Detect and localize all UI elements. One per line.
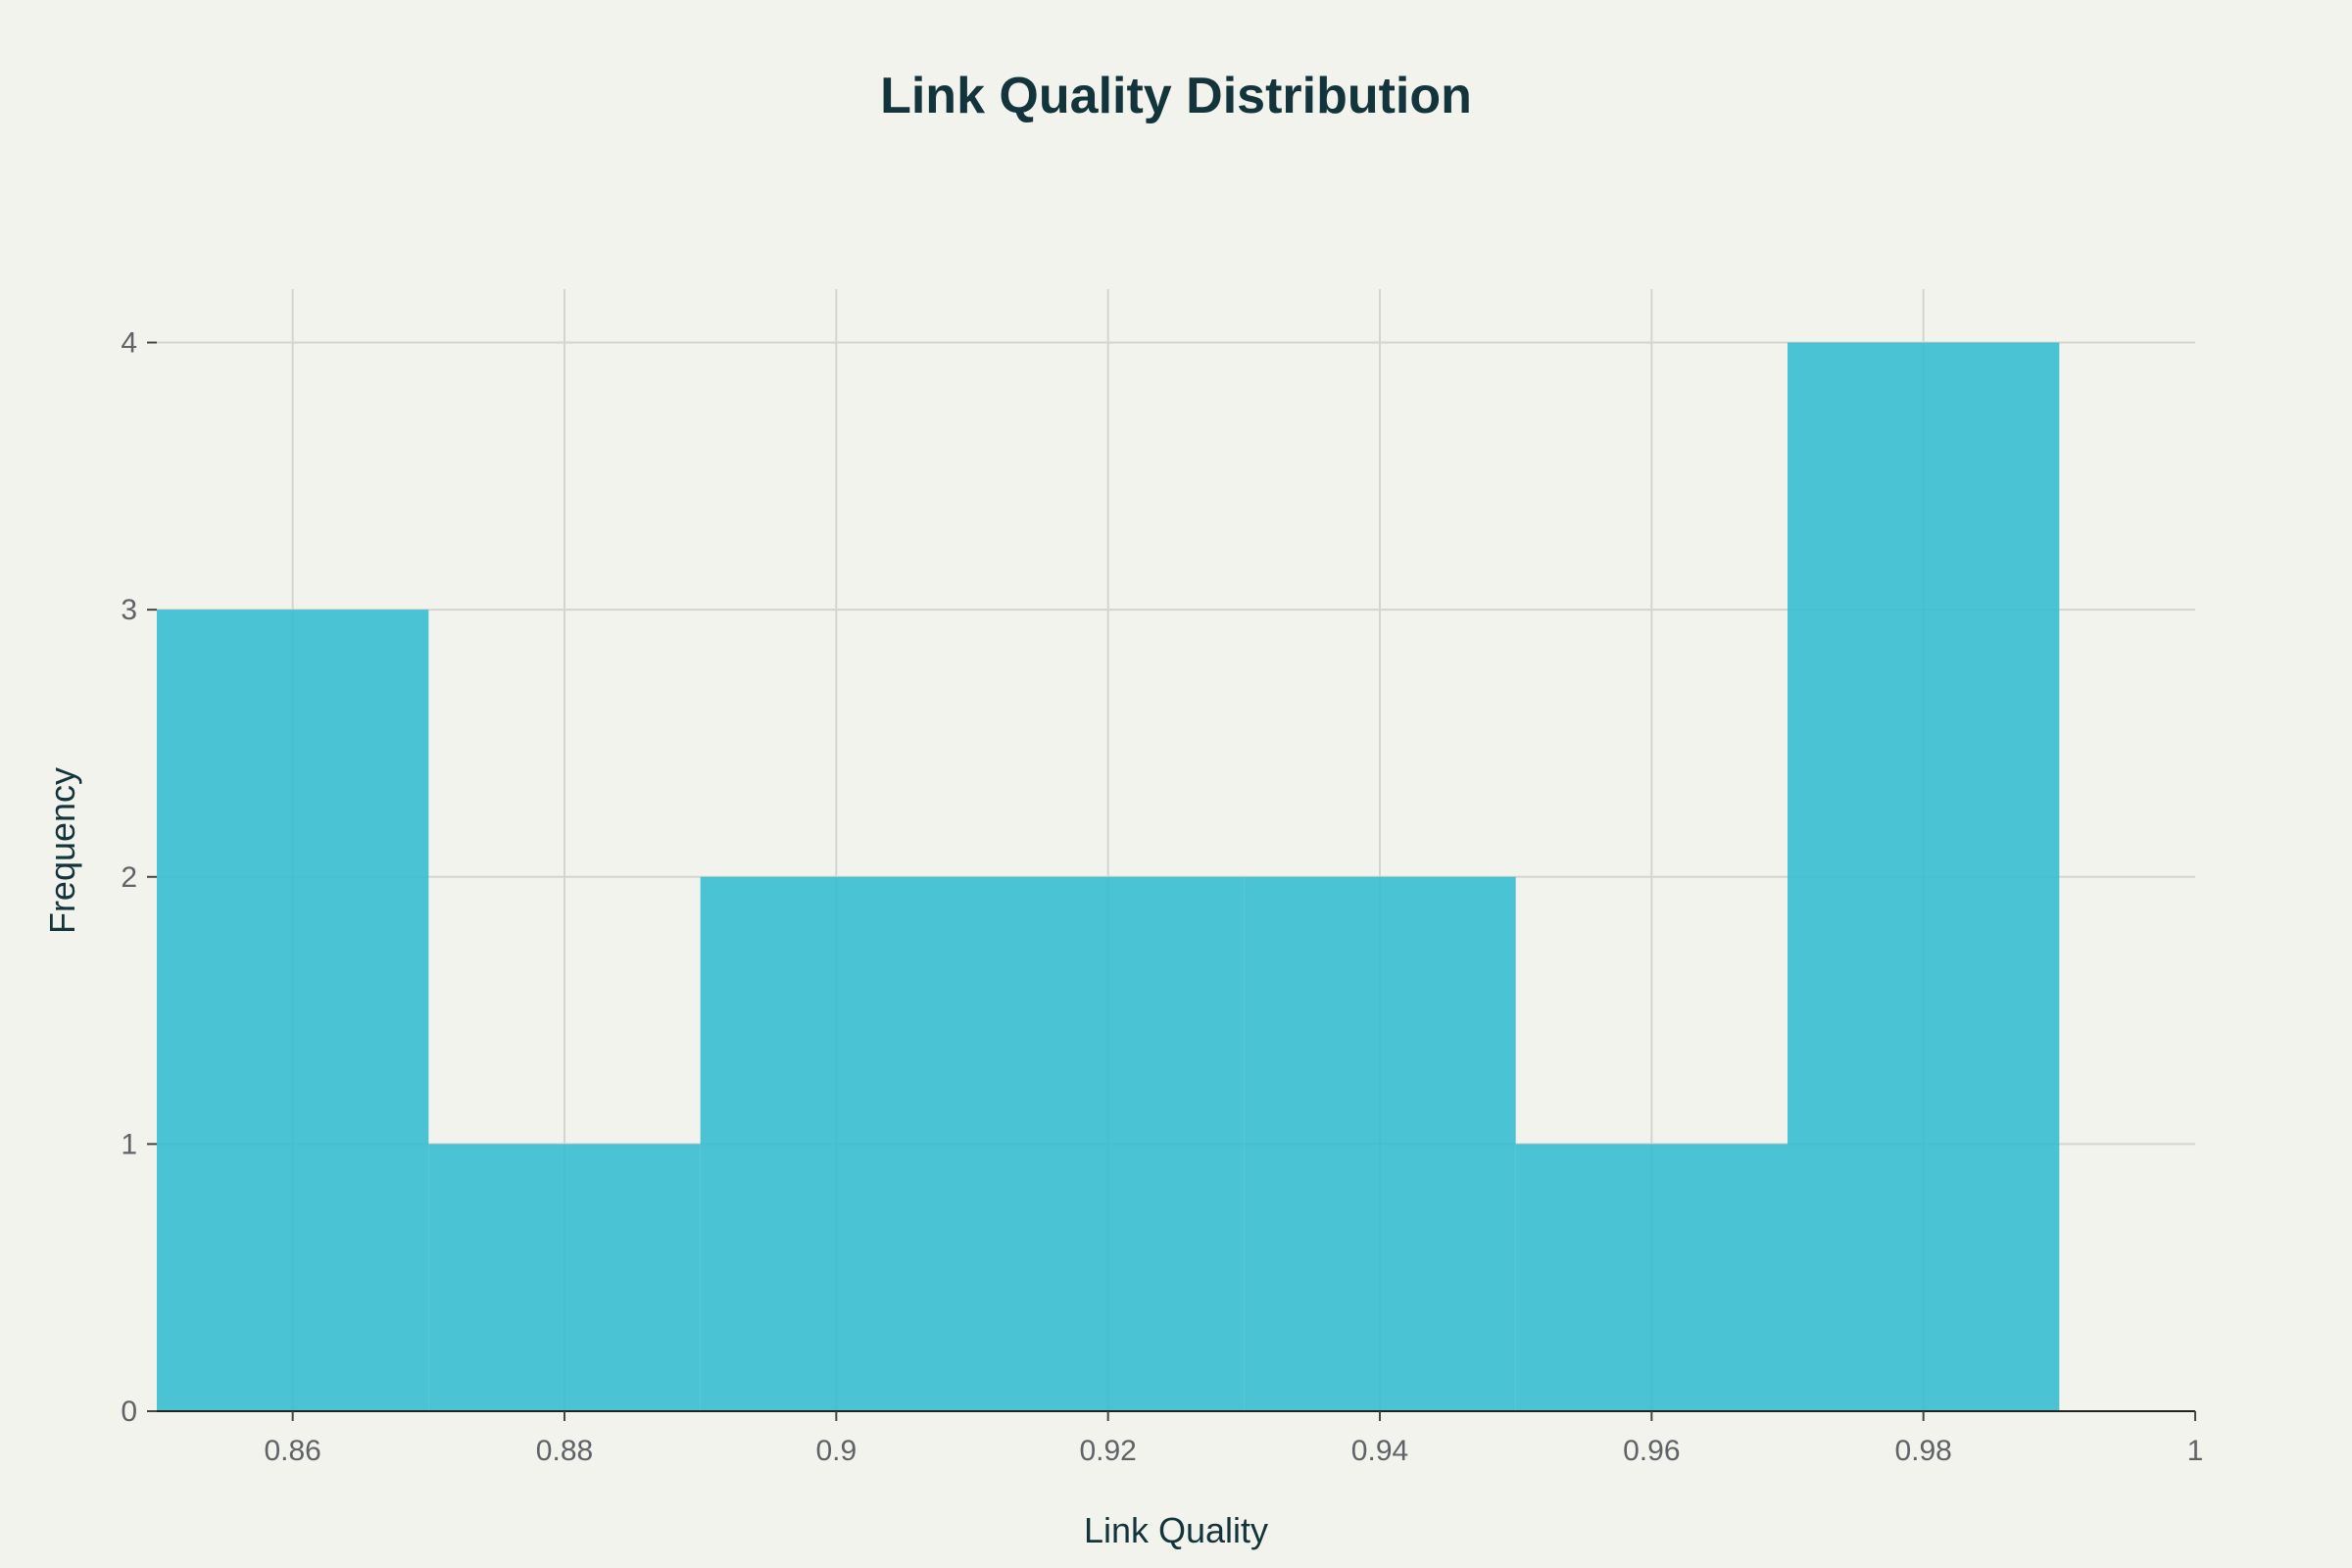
y-tick-label-0: 0	[121, 1396, 137, 1428]
bar-bin-6	[1788, 342, 2060, 1411]
bar-bin-1	[428, 1144, 701, 1411]
x-tick-label-6: 0.98	[1894, 1435, 1951, 1467]
bar-bin-2	[700, 876, 972, 1411]
bar-bin-0	[157, 610, 429, 1411]
x-tick-label-5: 0.96	[1623, 1435, 1680, 1467]
x-axis-title: Link Quality	[1084, 1510, 1268, 1550]
y-tick-label-2: 2	[121, 861, 137, 894]
y-tick-label-4: 4	[121, 327, 137, 360]
x-tick-label-1: 0.88	[536, 1435, 593, 1467]
bars	[157, 342, 2060, 1411]
x-tick-label-4: 0.94	[1351, 1435, 1408, 1467]
bar-bin-5	[1515, 1144, 1788, 1411]
y-tick-label-1: 1	[121, 1128, 137, 1160]
x-tick-label-2: 0.9	[815, 1435, 857, 1467]
bar-bin-4	[1244, 876, 1516, 1411]
y-tick-label-3: 3	[121, 594, 137, 626]
axes: 0.86 0.88 0.9 0.92 0.94 0.96 0.98 1 0 1 2 3 4	[121, 327, 2203, 1467]
bar-bin-3	[972, 876, 1245, 1411]
y-axis-title: Frequency	[42, 767, 82, 934]
chart-title: Link Quality Distribution	[880, 68, 1472, 124]
x-tick-label-7: 1	[2187, 1435, 2204, 1467]
x-tick-label-3: 0.92	[1079, 1435, 1136, 1467]
x-tick-label-0: 0.86	[264, 1435, 320, 1467]
